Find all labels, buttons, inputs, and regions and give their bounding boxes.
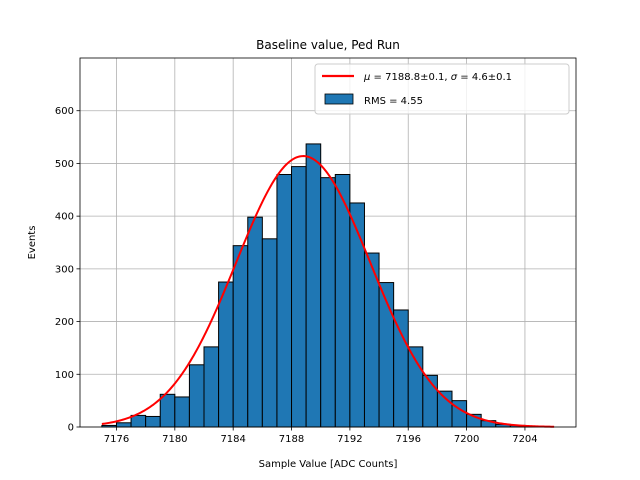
histogram-bar	[188, 364, 205, 428]
y-axis-ticks: 0 100 200 300 400 500 600	[55, 106, 80, 434]
legend: μ = 7188.8±0.1, σ = 4.6±0.1 RMS = 4.55	[314, 63, 570, 115]
histogram-bar	[174, 396, 190, 428]
histogram-bars	[101, 143, 541, 428]
x-tick-label: 7196	[396, 434, 421, 445]
y-axis-label: Events	[27, 226, 38, 260]
x-tick-label: 7188	[279, 434, 304, 445]
histogram-bar	[130, 414, 147, 428]
histogram-bar	[203, 346, 220, 428]
histogram-bar	[247, 216, 263, 428]
chart-title: Baseline value, Ped Run	[256, 38, 400, 52]
histogram-bar	[276, 173, 293, 428]
histogram-bar	[393, 309, 409, 428]
legend-sigma-symbol: σ	[451, 72, 458, 83]
histogram-bar	[218, 281, 234, 428]
legend-mu-symbol: μ	[363, 72, 370, 83]
histogram-bar	[291, 166, 307, 428]
histogram-bar	[378, 282, 395, 428]
histogram-bar	[145, 415, 161, 428]
histogram-bar	[349, 202, 365, 428]
histogram-bar	[115, 422, 132, 428]
histogram-bar	[320, 177, 336, 428]
legend-histogram-label: RMS = 4.55	[364, 96, 423, 107]
x-tick-label: 7200	[454, 434, 479, 445]
legend-sigma-value: = 4.6±0.1	[457, 72, 512, 83]
histogram-bar	[232, 245, 249, 428]
gaussian-fit-curve	[101, 155, 555, 428]
y-tick-label: 400	[55, 212, 74, 223]
y-tick-label: 300	[55, 264, 74, 275]
plot-frame	[79, 57, 577, 428]
legend-mu-value: = 7188.8±0.1,	[370, 72, 450, 83]
histogram-bar	[261, 238, 278, 428]
y-tick-label: 500	[55, 159, 74, 170]
x-tick-label: 7204	[512, 434, 537, 445]
legend-box	[314, 63, 570, 115]
histogram-bar	[334, 173, 351, 428]
x-axis-ticks: 7176 7180 7184 7188 7192 7196 7200 7204	[104, 427, 538, 445]
x-tick-label: 7180	[162, 434, 187, 445]
histogram-bar	[305, 143, 322, 428]
legend-histogram-swatch	[324, 93, 354, 105]
x-tick-label: 7192	[337, 434, 362, 445]
legend-fit-label: μ = 7188.8±0.1, σ = 4.6±0.1	[363, 72, 512, 83]
x-axis-label: Sample Value [ADC Counts]	[259, 459, 398, 470]
x-tick-label: 7176	[104, 434, 129, 445]
y-tick-label: 600	[55, 106, 74, 117]
plot-area	[79, 57, 577, 428]
x-tick-label: 7184	[220, 434, 245, 445]
y-tick-label: 0	[68, 423, 74, 434]
y-tick-label: 200	[55, 317, 74, 328]
histogram-bar	[159, 393, 176, 428]
y-tick-label: 100	[55, 370, 74, 381]
